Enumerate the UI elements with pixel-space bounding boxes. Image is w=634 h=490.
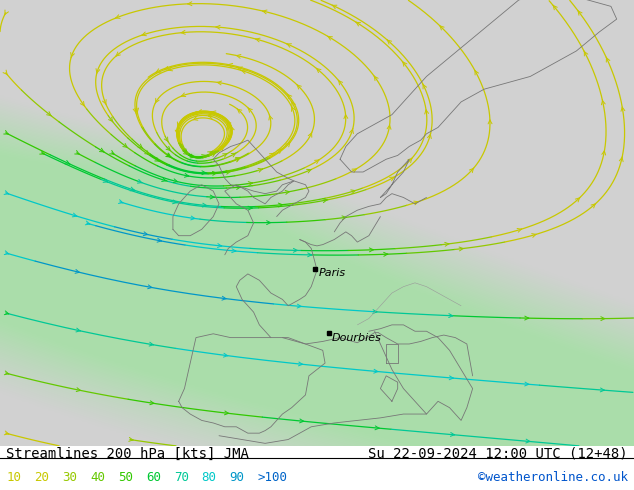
Text: 90: 90 <box>230 471 245 484</box>
Text: 10: 10 <box>6 471 22 484</box>
Text: 80: 80 <box>202 471 217 484</box>
Text: 30: 30 <box>62 471 77 484</box>
Text: 20: 20 <box>34 471 49 484</box>
Text: Streamlines 200 hPa [kts] JMA: Streamlines 200 hPa [kts] JMA <box>6 447 249 461</box>
Text: 40: 40 <box>90 471 105 484</box>
Text: 70: 70 <box>174 471 189 484</box>
Text: >100: >100 <box>257 471 287 484</box>
Text: Dourbies: Dourbies <box>332 333 382 343</box>
Text: ©weatheronline.co.uk: ©weatheronline.co.uk <box>477 471 628 484</box>
Text: 50: 50 <box>118 471 133 484</box>
Text: Su 22-09-2024 12:00 UTC (12+48): Su 22-09-2024 12:00 UTC (12+48) <box>368 447 628 461</box>
Text: 60: 60 <box>146 471 161 484</box>
Text: Paris: Paris <box>319 268 346 278</box>
